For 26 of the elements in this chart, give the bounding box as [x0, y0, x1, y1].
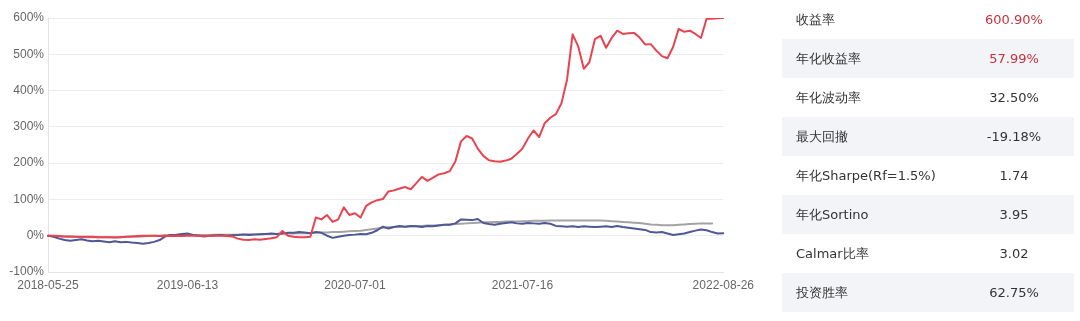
category-label: 收益率 [795, 10, 836, 29]
y-tick-label: 200% [13, 155, 45, 170]
x-tick-label: 2021-07-16 [491, 277, 554, 292]
table-row-stripe: 投资胜率 62.75% [782, 273, 1074, 312]
category-label: 年化波动率 [795, 88, 862, 107]
category-label: 年化收益率 [795, 49, 862, 68]
y-tick-label: 300% [13, 119, 45, 134]
text: 3.02 [999, 246, 1029, 261]
text: 600.90% [985, 12, 1043, 27]
x-tick-label: 2019-06-13 [156, 277, 219, 292]
category-label: 年化Sharpe(Rf=1.5%) [795, 166, 937, 185]
x-tick-label: 2018-05-25 [17, 277, 80, 292]
y-tick-label: 100% [13, 191, 45, 206]
x-tick-label: 2022-08-26 [692, 277, 755, 292]
y-tick-label: 400% [13, 82, 45, 97]
y-tick-label: 500% [13, 46, 45, 61]
y-tick-label: 0% [26, 228, 45, 243]
category-label: Calmar比率 [795, 244, 870, 263]
x-tick-label: 2020-07-01 [324, 277, 386, 292]
text: 1.74 [999, 168, 1029, 183]
category-label: 最大回撤 [795, 127, 849, 146]
y-tick-label: 600% [13, 10, 45, 25]
category-label: 投资胜率 [795, 283, 849, 302]
category-label: 年化Sortino [795, 205, 870, 224]
y-tick-label: -100% [9, 264, 45, 279]
text: 32.50% [989, 90, 1039, 105]
